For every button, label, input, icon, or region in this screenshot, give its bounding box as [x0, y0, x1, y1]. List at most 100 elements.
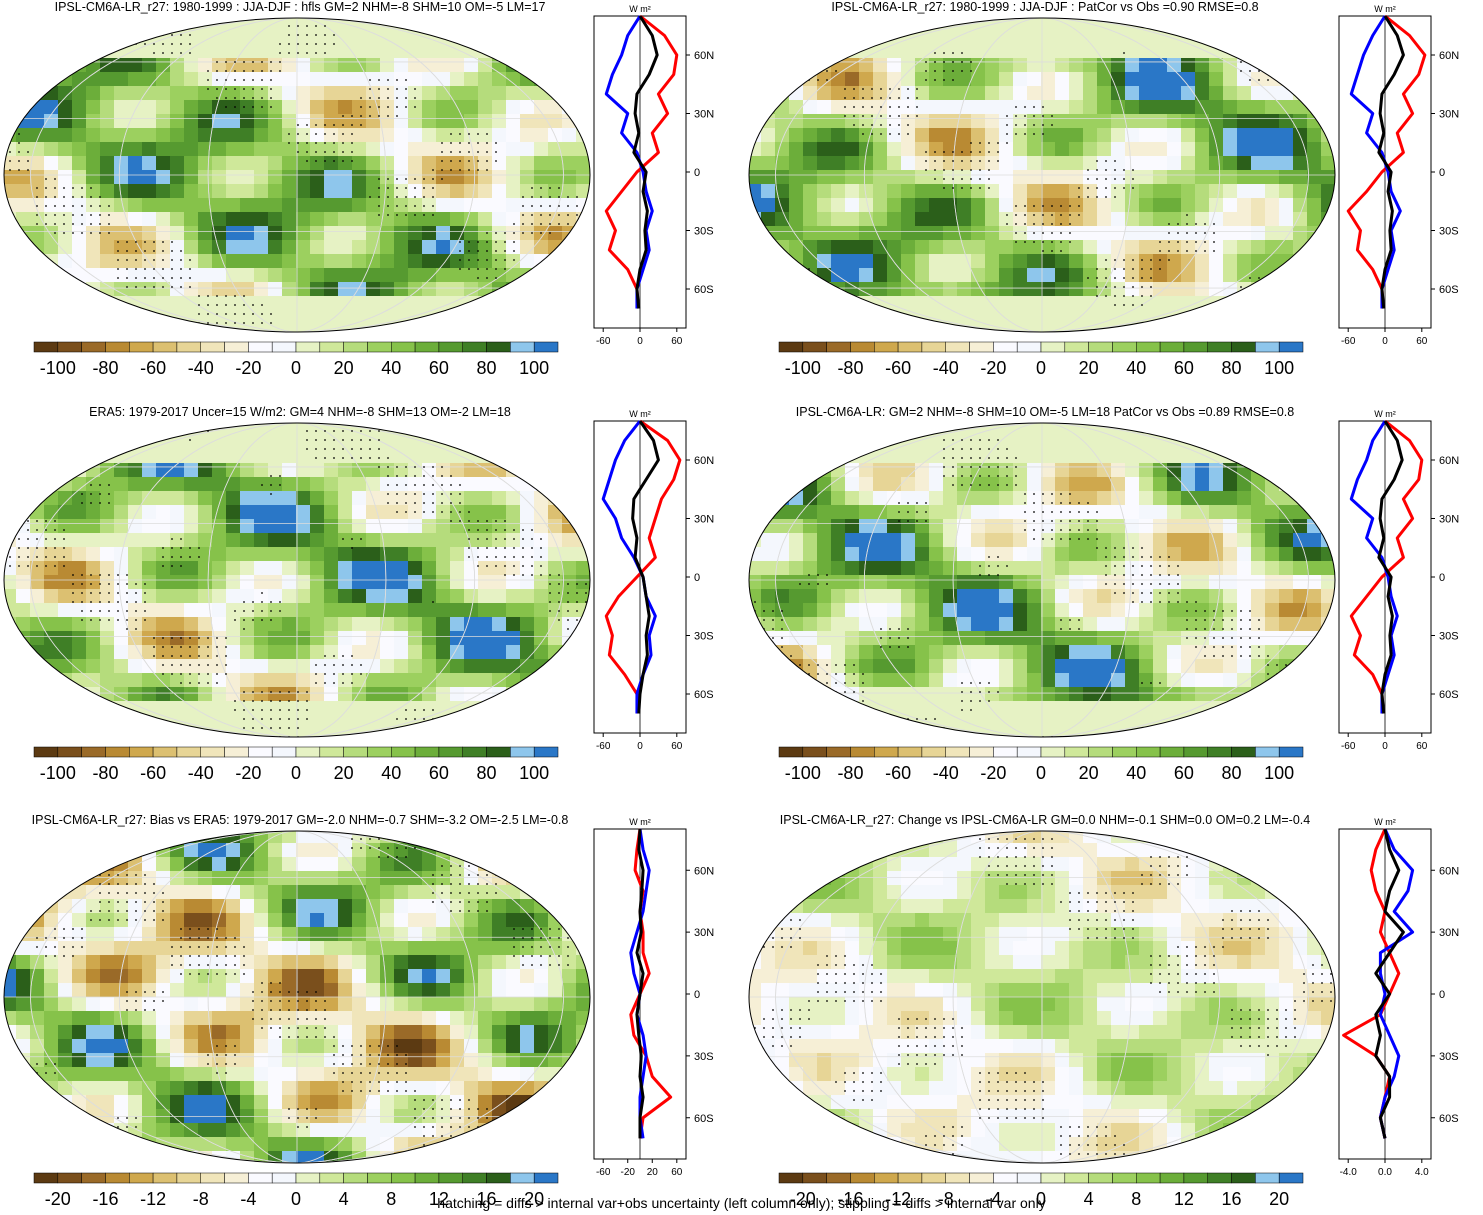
map-cell	[324, 100, 339, 115]
map-cell	[817, 519, 832, 534]
stipple-dot	[1141, 277, 1143, 279]
map-cell	[789, 18, 804, 31]
map-cell	[44, 72, 59, 87]
map-cell	[4, 58, 17, 73]
map-cell	[30, 226, 45, 241]
map-cell	[408, 184, 423, 199]
map-cell	[212, 184, 227, 199]
stipple-dot	[1222, 25, 1224, 27]
map-cell	[1265, 184, 1280, 199]
map-cell	[198, 463, 213, 478]
map-cell	[4, 435, 17, 450]
stipple-dot	[1312, 79, 1314, 81]
stipple-dot	[324, 673, 326, 675]
stipple-dot	[423, 205, 425, 207]
stipple-dot	[441, 475, 443, 477]
stipple-dot	[1294, 295, 1296, 297]
map-cell	[44, 100, 59, 115]
map-cell	[1055, 184, 1070, 199]
stipple-dot	[432, 484, 434, 486]
map-cell	[548, 324, 563, 332]
map-cell	[1041, 296, 1056, 311]
stipple-dot	[916, 115, 918, 117]
map-cell	[1251, 198, 1266, 213]
stipple-dot	[934, 79, 936, 81]
stipple-dot	[45, 565, 47, 567]
map-cell	[4, 505, 17, 520]
stipple-dot	[1042, 232, 1044, 234]
map-cell	[254, 645, 269, 660]
stipple-dot	[1087, 169, 1089, 171]
map-cell	[226, 631, 241, 646]
map-cell	[310, 575, 325, 590]
map-cell	[184, 463, 199, 478]
stipple-dot	[207, 79, 209, 81]
colorbar-swatch	[152, 746, 178, 758]
map-cell	[380, 491, 395, 506]
stipple-dot	[1222, 313, 1224, 315]
map-cell	[1013, 156, 1028, 171]
stipple-dot	[270, 475, 272, 477]
stipple-dot	[189, 25, 191, 27]
map-cell	[86, 282, 101, 297]
map-cell	[831, 198, 846, 213]
map-cell	[1027, 310, 1042, 325]
map-cell	[1279, 324, 1294, 332]
map-cell	[310, 156, 325, 171]
map-cell	[1307, 491, 1322, 506]
map-cell	[929, 268, 944, 283]
stipple-dot	[180, 655, 182, 657]
stipple-dot	[754, 295, 756, 297]
map-cell	[845, 310, 860, 325]
map-cell	[86, 198, 101, 213]
map-cell	[16, 296, 31, 311]
map-cell	[352, 142, 367, 157]
stipple-dot	[369, 88, 371, 90]
stipple-dot	[423, 502, 425, 504]
map-cell	[1083, 114, 1098, 129]
stipple-dot	[9, 529, 11, 531]
stipple-dot	[576, 196, 578, 198]
map-cell	[142, 282, 157, 297]
map-cell	[1097, 268, 1112, 283]
map-cell	[1111, 30, 1126, 45]
map-cell	[44, 729, 59, 737]
map-cell	[114, 533, 129, 548]
map-cell	[44, 561, 59, 576]
map-cell	[749, 296, 762, 311]
map-cell	[957, 310, 972, 325]
map-cell	[1167, 254, 1182, 269]
map-cell	[915, 128, 930, 143]
map-cell	[1041, 477, 1056, 492]
map-cell	[1069, 30, 1084, 45]
map-cell	[1055, 128, 1070, 143]
map-cell	[873, 184, 888, 199]
stipple-dot	[826, 70, 828, 72]
stipple-dot	[270, 79, 272, 81]
map-cell	[999, 423, 1014, 436]
stipple-dot	[18, 547, 20, 549]
map-cell	[212, 310, 227, 325]
stipple-dot	[1114, 196, 1116, 198]
stipple-dot	[423, 196, 425, 198]
map-cell	[268, 491, 283, 506]
map-cell	[128, 156, 143, 171]
map-cell	[282, 114, 297, 129]
map-cell	[394, 561, 409, 576]
map-cell	[789, 156, 804, 171]
map-cell	[380, 142, 395, 157]
map-cell	[943, 240, 958, 255]
stipple-dot	[405, 88, 407, 90]
map-cell	[1083, 44, 1098, 59]
map-cell	[422, 631, 437, 646]
map-cell	[478, 142, 493, 157]
map-cell	[1195, 310, 1210, 325]
map-cell	[1293, 435, 1308, 450]
map-cell	[1055, 477, 1070, 492]
colorbar-label: 100	[1264, 358, 1294, 378]
stipple-dot	[970, 160, 972, 162]
map-cell	[761, 296, 776, 311]
colorbar-swatch	[81, 746, 106, 758]
map-cell	[901, 463, 916, 478]
map-cell	[198, 477, 213, 492]
